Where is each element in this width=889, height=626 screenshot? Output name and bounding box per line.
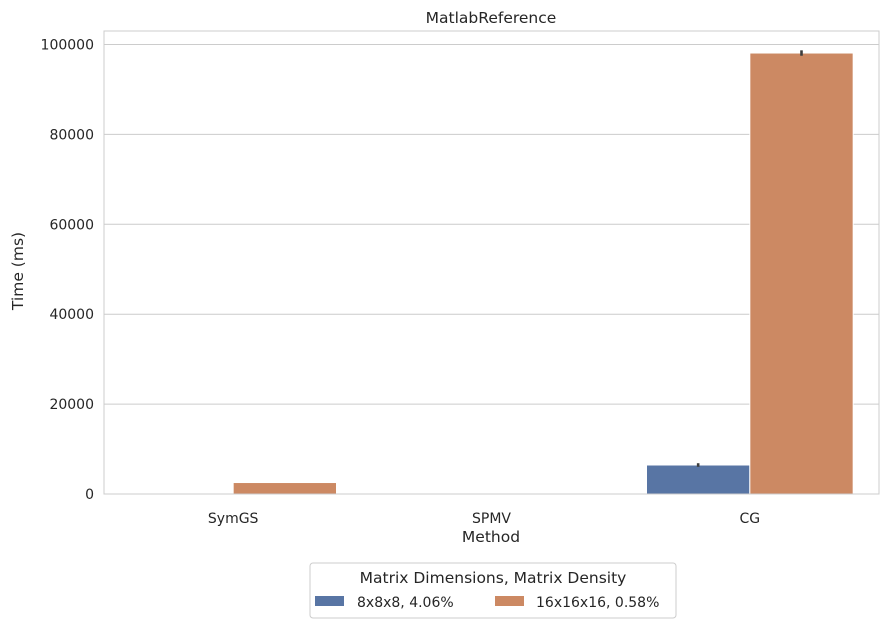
chart-title: MatlabReference	[426, 9, 557, 27]
x-tick-labels: SymGS SPMV CG	[208, 511, 760, 527]
y-tick-label: 40000	[49, 307, 94, 323]
x-tick-label: SymGS	[208, 511, 259, 527]
legend-box	[309, 562, 677, 619]
legend-swatch-8x8x8	[315, 596, 344, 606]
legend-label-16x16x16: 16x16x16, 0.58%	[536, 595, 659, 611]
y-tick-label: 100000	[41, 37, 94, 53]
bars	[129, 52, 854, 495]
bar-cg-series-1	[749, 52, 854, 495]
y-axis-title: Time (ms)	[9, 232, 27, 311]
y-tick-label: 60000	[49, 217, 94, 233]
x-tick-label: SPMV	[472, 511, 511, 527]
legend-title: Matrix Dimensions, Matrix Density	[360, 569, 627, 587]
y-tick-labels: 0 20000 40000 60000 80000 100000	[41, 37, 94, 503]
x-tick-label: CG	[740, 511, 761, 527]
y-tick-label: 20000	[49, 397, 94, 413]
bar-cg-series-0	[646, 464, 751, 495]
y-tick-label: 0	[85, 487, 94, 503]
bar-symgs-series-1	[232, 482, 338, 495]
legend-swatch-16x16x16	[495, 596, 524, 606]
y-tick-label: 80000	[49, 127, 94, 143]
error-bars	[696, 50, 803, 467]
legend: Matrix Dimensions, Matrix Density 8x8x8,…	[309, 562, 677, 619]
x-axis-title: Method	[462, 528, 520, 546]
plot-frame	[103, 30, 880, 495]
legend-label-8x8x8: 8x8x8, 4.06%	[357, 595, 454, 611]
